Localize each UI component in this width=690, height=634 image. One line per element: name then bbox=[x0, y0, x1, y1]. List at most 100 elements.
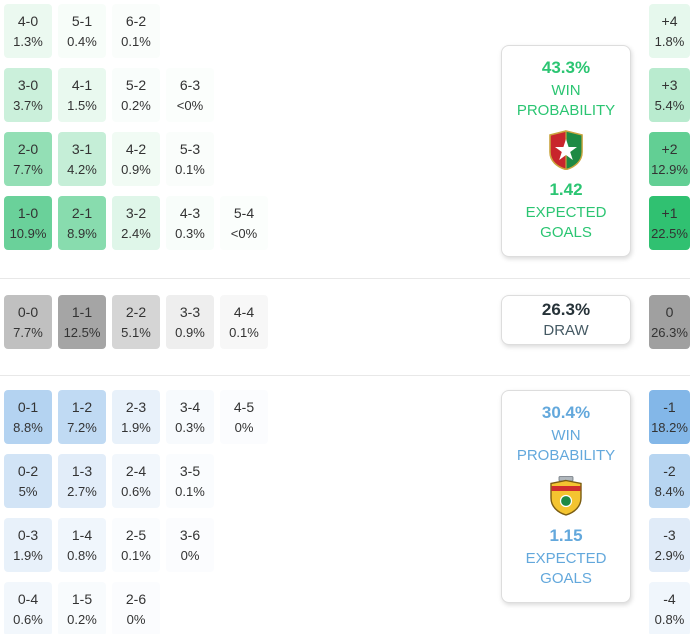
probability-text: 0.6% bbox=[13, 611, 43, 627]
probability-text: 5% bbox=[18, 483, 38, 499]
away-team-crest-icon bbox=[508, 475, 624, 516]
probability-text: 12.5% bbox=[63, 324, 101, 340]
goal-margin-cell: -2 8.4% bbox=[649, 454, 690, 508]
scoreline-text: 3-1 bbox=[71, 140, 93, 157]
probability-text: 12.9% bbox=[651, 161, 688, 177]
scoreline-text: 6-3 bbox=[179, 76, 201, 93]
scoreline-text: +1 bbox=[661, 204, 678, 221]
probability-text: 22.5% bbox=[651, 225, 688, 241]
score-row: 0-0 7.7% 1-1 12.5% 2-2 5.1% 3-3 0.9% 4-4 0.1% bbox=[4, 295, 501, 349]
score-cell: 3-6 0% bbox=[166, 518, 214, 572]
score-cell: 5-1 0.4% bbox=[58, 4, 106, 58]
probability-text: 2.4% bbox=[121, 225, 151, 241]
draw-probability-card: 26.3% DRAW bbox=[501, 295, 631, 345]
home-win-probability-value: 43.3% bbox=[541, 58, 591, 77]
scoreline-text: 3-0 bbox=[17, 76, 39, 93]
away-win-probability-block: 30.4% WIN PROBABILITY bbox=[508, 403, 624, 465]
scoreline-text: 4-5 bbox=[233, 398, 255, 415]
score-cell: 2-3 1.9% bbox=[112, 390, 160, 444]
home-win-section: 4-0 1.3% 5-1 0.4% 6-2 0.1% 3-0 3.7% 4-1 1.5% 5-2 0.… bbox=[0, 0, 690, 257]
probability-text: 26.3% bbox=[651, 324, 688, 340]
probability-text: 1.9% bbox=[121, 419, 151, 435]
scoreline-text: 5-3 bbox=[179, 140, 201, 157]
scoreline-text: 4-4 bbox=[233, 303, 255, 320]
away-win-label-line2: PROBABILITY bbox=[516, 446, 616, 464]
score-cell: 0-0 7.7% bbox=[4, 295, 52, 349]
probability-text: 0% bbox=[126, 611, 146, 627]
score-cell: 2-1 8.9% bbox=[58, 196, 106, 250]
score-cell: 2-4 0.6% bbox=[112, 454, 160, 508]
probability-text: 0.8% bbox=[654, 611, 685, 627]
score-cell: 1-2 7.2% bbox=[58, 390, 106, 444]
home-team-crest-icon bbox=[508, 130, 624, 170]
draw-goal-margin-column: 0 26.3% bbox=[649, 295, 690, 349]
scoreline-text: 5-1 bbox=[71, 12, 93, 29]
probability-text: 0.2% bbox=[67, 611, 97, 627]
probability-text: 1.8% bbox=[654, 33, 685, 49]
scoreline-text: 1-2 bbox=[71, 398, 93, 415]
home-expected-goals-label-line2: GOALS bbox=[540, 223, 592, 241]
goal-margin-cell: -4 0.8% bbox=[649, 582, 690, 634]
scoreline-text: -3 bbox=[663, 526, 676, 543]
probability-text: 0.1% bbox=[229, 324, 259, 340]
score-cell: 3-1 4.2% bbox=[58, 132, 106, 186]
probability-text: 0.3% bbox=[175, 225, 205, 241]
away-win-label-line1: WIN bbox=[551, 427, 581, 444]
away-win-probability-value: 30.4% bbox=[541, 403, 591, 422]
scoreline-text: 1-3 bbox=[71, 462, 93, 479]
probability-text: 4.2% bbox=[67, 161, 97, 177]
away-expected-goals-label-line2: GOALS bbox=[540, 569, 592, 587]
score-cell: 0-3 1.9% bbox=[4, 518, 52, 572]
score-cell: 6-3 <0% bbox=[166, 68, 214, 122]
scoreline-text: 3-2 bbox=[125, 204, 147, 221]
scoreline-text: 0-2 bbox=[17, 462, 39, 479]
score-cell: 4-3 0.3% bbox=[166, 196, 214, 250]
scoreline-text: 2-6 bbox=[125, 590, 147, 607]
scoreline-text: 0-0 bbox=[17, 303, 39, 320]
home-win-label-line2: PROBABILITY bbox=[516, 101, 616, 119]
home-win-probability-block: 43.3% WIN PROBABILITY bbox=[508, 58, 624, 120]
home-expected-goals-label-line1: EXPECTED bbox=[525, 204, 607, 221]
probability-text: 8.8% bbox=[13, 419, 43, 435]
probability-text: 1.3% bbox=[13, 33, 43, 49]
goal-margin-cell: +1 22.5% bbox=[649, 196, 690, 250]
home-scoreline-grid: 4-0 1.3% 5-1 0.4% 6-2 0.1% 3-0 3.7% 4-1 1.5% 5-2 0.… bbox=[4, 4, 501, 250]
probability-text: 7.7% bbox=[13, 161, 43, 177]
probability-text: 0.9% bbox=[175, 324, 205, 340]
score-cell: 3-2 2.4% bbox=[112, 196, 160, 250]
score-row: 0-4 0.6% 1-5 0.2% 2-6 0% bbox=[4, 582, 501, 634]
scoreline-text: 0-4 bbox=[17, 590, 39, 607]
home-win-label-line1: WIN bbox=[551, 82, 581, 99]
probability-text: 0.3% bbox=[175, 419, 205, 435]
probability-text: 0.1% bbox=[121, 33, 151, 49]
draw-label: DRAW bbox=[543, 321, 589, 339]
probability-text: 2.9% bbox=[654, 547, 685, 563]
score-cell: 3-5 0.1% bbox=[166, 454, 214, 508]
score-cell: 1-3 2.7% bbox=[58, 454, 106, 508]
away-scoreline-grid: 0-1 8.8% 1-2 7.2% 2-3 1.9% 3-4 0.3% 4-5 0% 0-2 5% 1-… bbox=[4, 390, 501, 634]
scoreline-text: 4-2 bbox=[125, 140, 147, 157]
away-expected-goals-value: 1.15 bbox=[549, 526, 583, 545]
scoreline-text: 3-6 bbox=[179, 526, 201, 543]
draw-probability-value: 26.3% bbox=[541, 299, 591, 319]
away-win-probability-card: 30.4% WIN PROBABILITY 1.15 EXPECTED GOAL… bbox=[501, 390, 631, 603]
probability-text: 5.4% bbox=[654, 97, 685, 113]
scoreline-text: 2-2 bbox=[125, 303, 147, 320]
score-cell: 1-1 12.5% bbox=[58, 295, 106, 349]
scoreline-text: 2-4 bbox=[125, 462, 147, 479]
score-cell: 6-2 0.1% bbox=[112, 4, 160, 58]
probability-text: 7.2% bbox=[67, 419, 97, 435]
scoreline-text: 0-1 bbox=[17, 398, 39, 415]
score-cell: 2-5 0.1% bbox=[112, 518, 160, 572]
score-cell: 2-2 5.1% bbox=[112, 295, 160, 349]
score-row: 4-0 1.3% 5-1 0.4% 6-2 0.1% bbox=[4, 4, 501, 58]
scoreline-text: 5-2 bbox=[125, 76, 147, 93]
probability-text: 3.7% bbox=[13, 97, 43, 113]
scoreline-text: 1-4 bbox=[71, 526, 93, 543]
probability-text: 8.4% bbox=[654, 483, 685, 499]
scoreline-text: 6-2 bbox=[125, 12, 147, 29]
draw-scoreline-grid: 0-0 7.7% 1-1 12.5% 2-2 5.1% 3-3 0.9% 4-4 0.1% bbox=[4, 295, 501, 349]
score-row: 1-0 10.9% 2-1 8.9% 3-2 2.4% 4-3 0.3% 5-4 <0% bbox=[4, 196, 501, 250]
scoreline-text: 1-0 bbox=[17, 204, 39, 221]
